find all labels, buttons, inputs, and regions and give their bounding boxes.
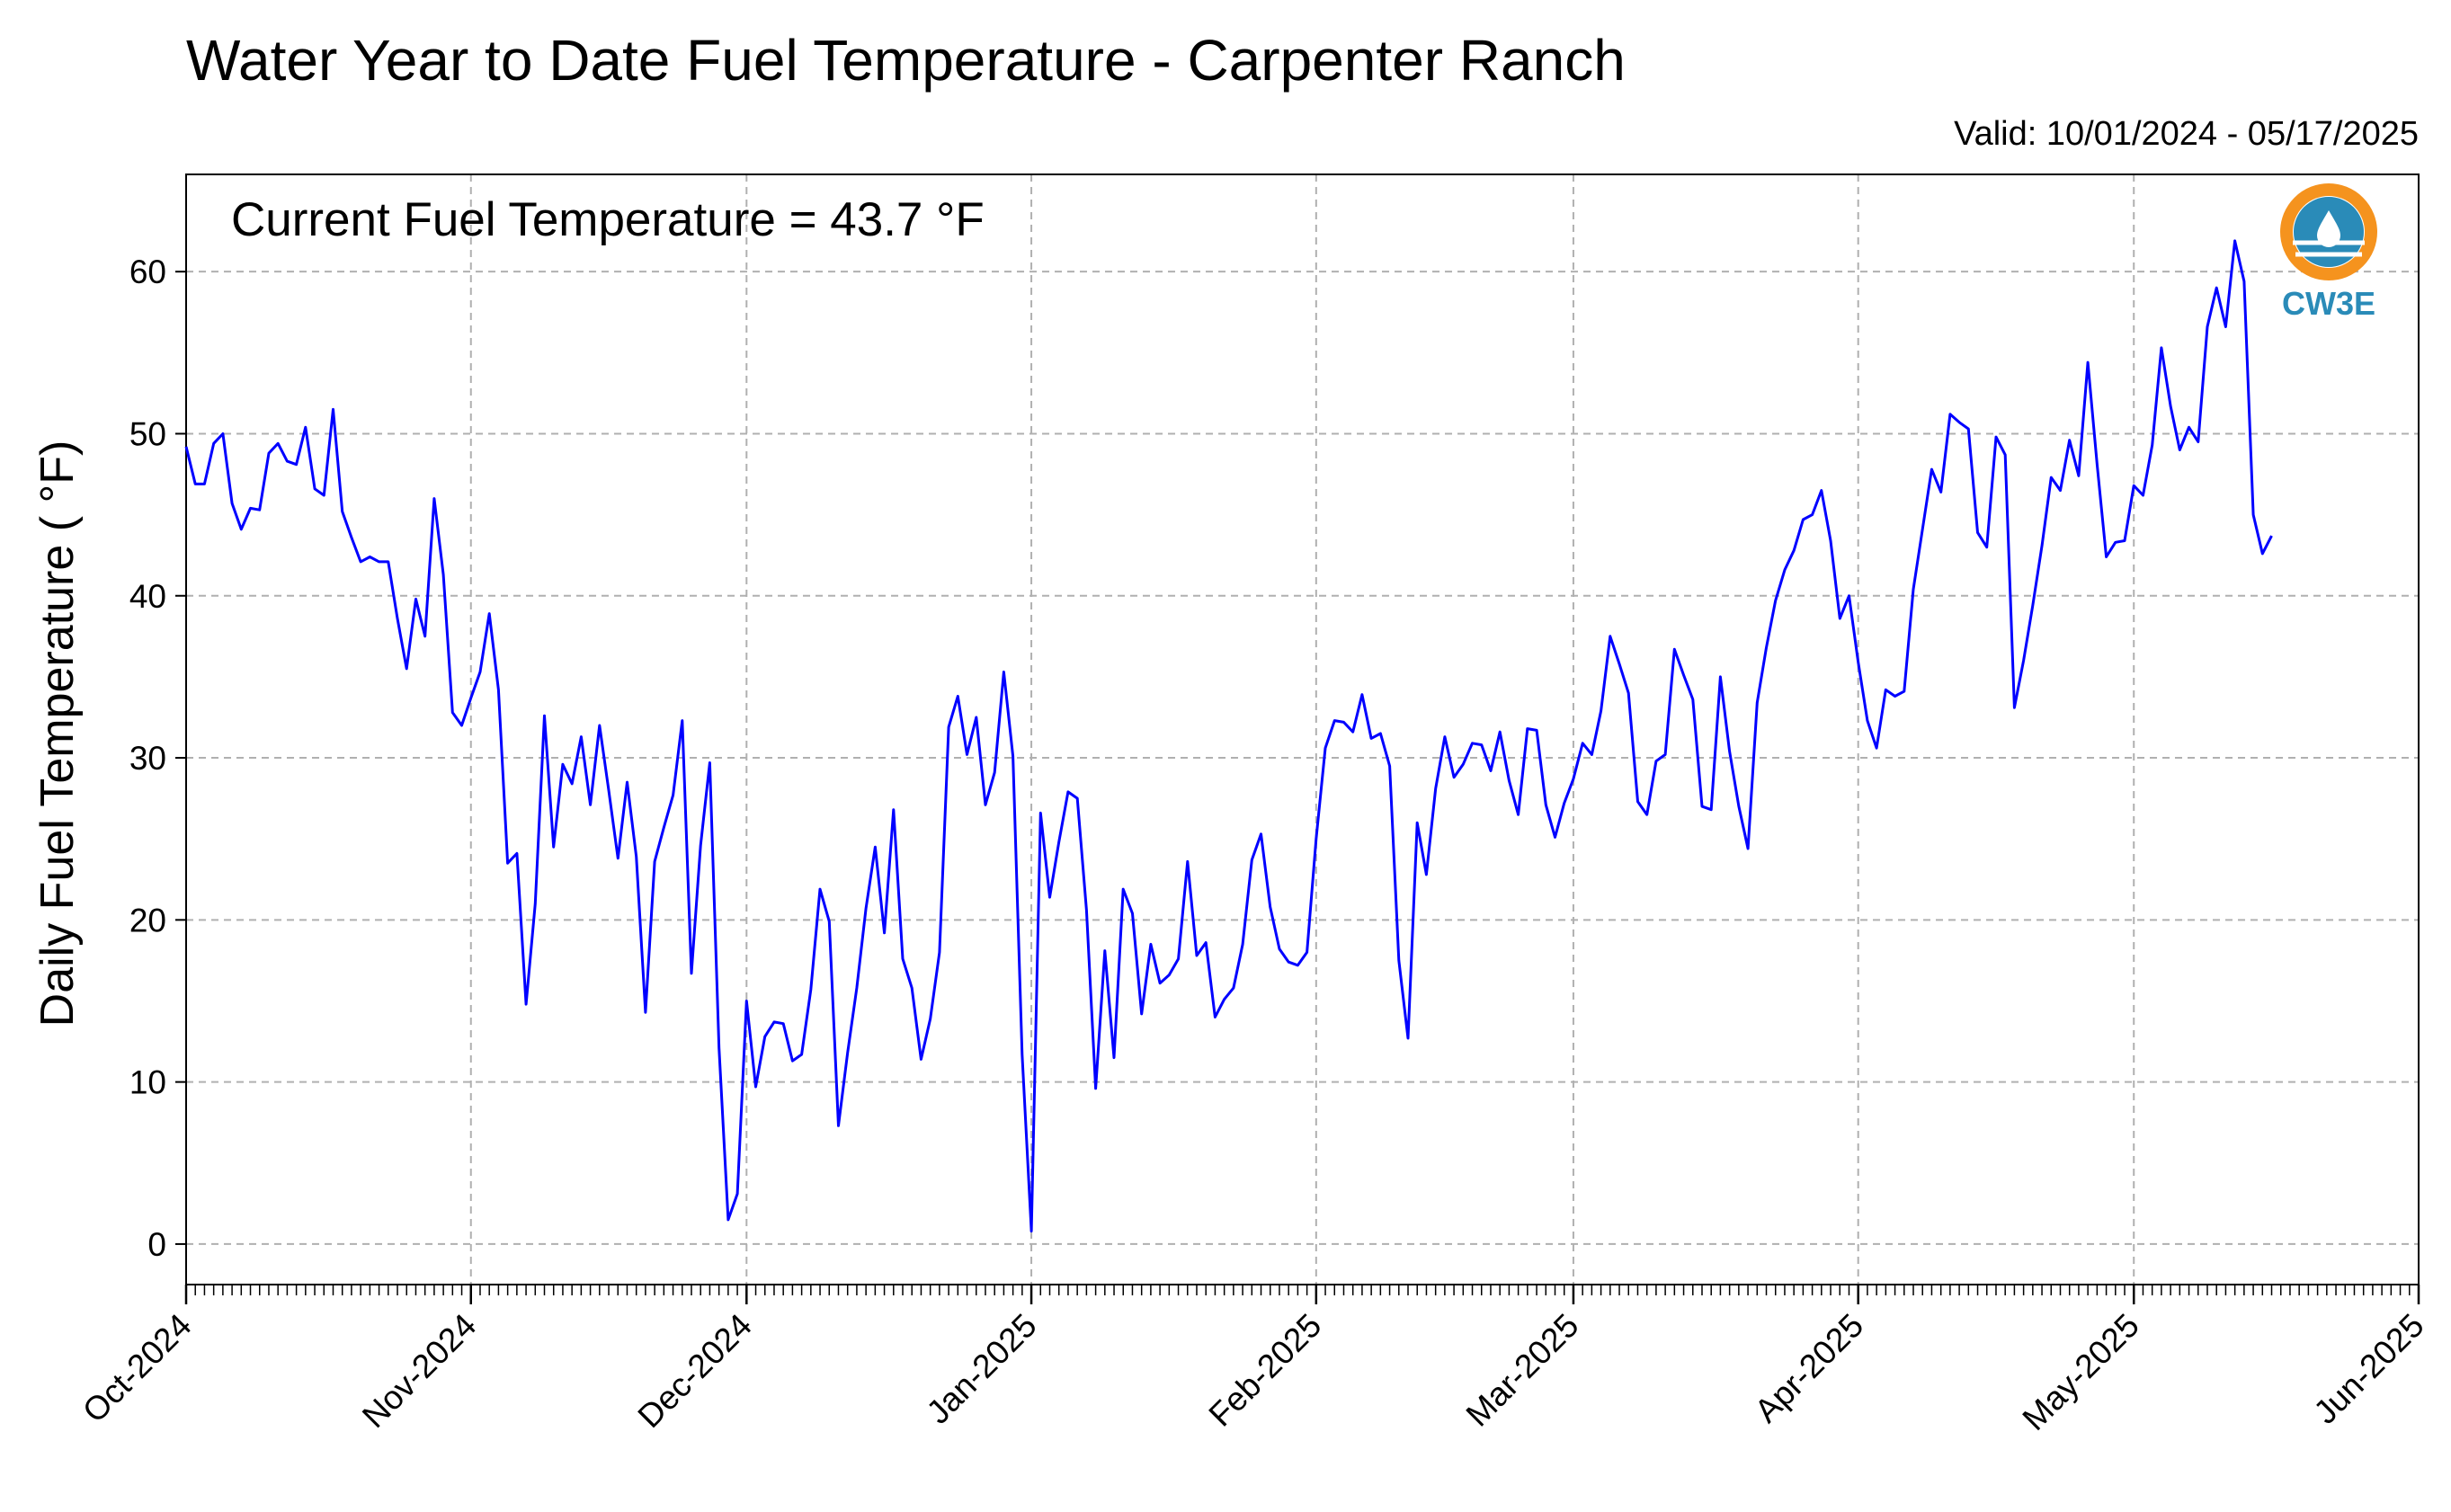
x-tick-label: May-2025 — [2016, 1307, 2146, 1437]
x-tick-label: Apr-2025 — [1748, 1307, 1871, 1430]
y-tick-label: 0 — [147, 1226, 166, 1263]
logo-ring — [2280, 183, 2377, 280]
y-tick-label: 50 — [129, 415, 166, 452]
y-tick-label: 40 — [129, 578, 166, 615]
x-tick-label: Mar-2025 — [1459, 1307, 1586, 1434]
y-tick-label: 30 — [129, 740, 166, 777]
valid-date-range: Valid: 10/01/2024 - 05/17/2025 — [1954, 115, 2419, 153]
cw3e-logo: CW3E — [2280, 183, 2377, 322]
y-tick-label: 20 — [129, 902, 166, 938]
x-tick-label: Oct-2024 — [76, 1307, 199, 1430]
x-tick-label: Dec-2024 — [631, 1307, 759, 1435]
x-tick-label: Jun-2025 — [2307, 1307, 2431, 1431]
x-axis: Oct-2024 Nov-2024 Dec-2024 Jan-2025 Feb-2025… — [76, 1285, 2431, 1437]
x-tick-label: Jan-2025 — [920, 1307, 1044, 1431]
plot-area — [185, 173, 2420, 1285]
y-axis: 0 10 20 30 40 50 60 — [129, 253, 186, 1263]
current-fuel-temperature-annotation: Current Fuel Temperature = 43.7 °F — [231, 193, 985, 246]
y-tick-label: 10 — [129, 1064, 166, 1101]
y-axis-label: Daily Fuel Temperature ( °F) — [31, 440, 84, 1027]
chart-title: Water Year to Date Fuel Temperature - Ca… — [186, 28, 1626, 93]
x-tick-label: Nov-2024 — [355, 1307, 483, 1435]
grid — [185, 174, 2420, 1285]
y-tick-label: 60 — [129, 253, 166, 290]
water-drop-icon — [2317, 210, 2340, 247]
x-tick-label: Feb-2025 — [1201, 1307, 1328, 1434]
logo-text: CW3E — [2282, 285, 2375, 322]
series-line-fuel-temperature — [184, 239, 2273, 1232]
